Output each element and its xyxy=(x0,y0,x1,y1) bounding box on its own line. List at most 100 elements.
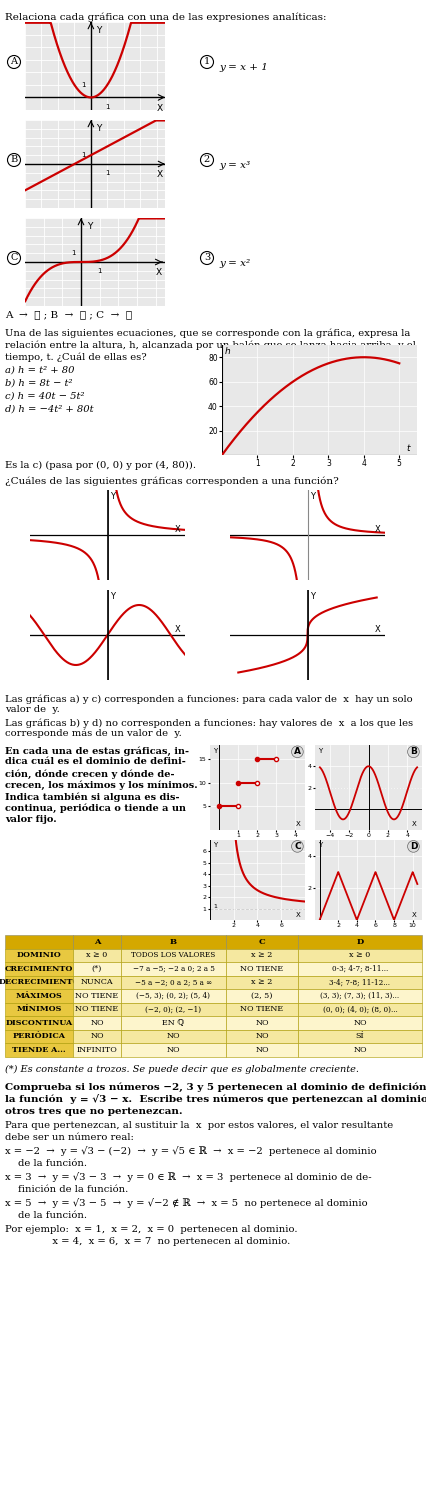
Bar xyxy=(121,1043,225,1057)
Text: ¿Cuáles de las siguientes gráficas corresponden a una función?: ¿Cuáles de las siguientes gráficas corre… xyxy=(5,476,338,485)
Text: DISCONTINUA: DISCONTINUA xyxy=(6,1019,72,1027)
Text: EN ℚ: EN ℚ xyxy=(162,1019,184,1027)
Text: Para que pertenezcan, al sustituir la  x  por estos valores, el valor resultante: Para que pertenezcan, al sustituir la x … xyxy=(5,1120,392,1129)
Text: x = 3  →  y = √3 − 3  →  y = 0 ∈ ℝ  →  x = 3  pertenece al dominio de de-: x = 3 → y = √3 − 3 → y = 0 ∈ ℝ → x = 3 p… xyxy=(5,1172,371,1182)
Text: B: B xyxy=(409,747,416,756)
Text: (0, 0); (4, 0); (8, 0)...: (0, 0); (4, 0); (8, 0)... xyxy=(322,1005,397,1013)
Text: A: A xyxy=(293,747,300,756)
Text: B: B xyxy=(10,156,17,165)
Bar xyxy=(225,975,297,989)
Text: Es la c) (pasa por (0, 0) y por (4, 80)).: Es la c) (pasa por (0, 0) y por (4, 80))… xyxy=(5,461,196,470)
Bar xyxy=(297,1043,421,1057)
Text: d): d) xyxy=(242,593,252,600)
Bar xyxy=(5,934,73,948)
Text: Y: Y xyxy=(86,222,92,231)
Text: x ≥ 0: x ≥ 0 xyxy=(86,951,107,959)
Bar xyxy=(5,962,73,975)
Text: y = x²: y = x² xyxy=(219,259,250,268)
Text: c): c) xyxy=(45,593,55,600)
Bar xyxy=(73,975,121,989)
Text: NO TIENE: NO TIENE xyxy=(240,1005,283,1013)
Text: NO: NO xyxy=(90,1019,104,1027)
Text: PERIÓDICA: PERIÓDICA xyxy=(12,1033,65,1040)
Text: NO TIENE: NO TIENE xyxy=(75,1005,118,1013)
Bar xyxy=(73,934,121,948)
Text: C: C xyxy=(294,842,300,851)
Text: d) h = −4t² + 80t: d) h = −4t² + 80t xyxy=(5,405,93,414)
Bar xyxy=(297,1030,421,1043)
Text: ción, dónde crecen y dónde de-: ción, dónde crecen y dónde de- xyxy=(5,770,174,779)
Bar xyxy=(121,1002,225,1016)
Text: a) h = t² + 80: a) h = t² + 80 xyxy=(5,366,74,375)
Text: Por ejemplo:  x = 1,  x = 2,  x = 0  pertenecen al dominio.: Por ejemplo: x = 1, x = 2, x = 0 pertene… xyxy=(5,1225,297,1234)
Text: NO: NO xyxy=(90,1033,104,1040)
Text: Y: Y xyxy=(109,593,115,602)
Text: En cada una de estas gráficas, in-: En cada una de estas gráficas, in- xyxy=(5,745,189,756)
Text: b) h = 8t − t²: b) h = 8t − t² xyxy=(5,380,72,389)
Text: MÁXIMOS: MÁXIMOS xyxy=(16,992,62,999)
Text: NO: NO xyxy=(352,1019,366,1027)
Text: −5 a −2; 0 a 2; 5 a ∞: −5 a −2; 0 a 2; 5 a ∞ xyxy=(135,978,212,986)
Text: t: t xyxy=(406,443,409,452)
Text: A  →  ④ ; B  →  ① ; C  →  ②: A → ④ ; B → ① ; C → ② xyxy=(5,310,132,319)
Text: X: X xyxy=(156,104,162,112)
Bar xyxy=(225,934,297,948)
Bar xyxy=(225,962,297,975)
Text: NO TIENE: NO TIENE xyxy=(75,992,118,999)
Text: NO TIENE: NO TIENE xyxy=(240,965,283,972)
Text: NUNCA: NUNCA xyxy=(81,978,113,986)
Text: 1: 1 xyxy=(213,904,217,909)
Text: de la función.: de la función. xyxy=(18,1160,87,1169)
Text: DECRECIMIENTO: DECRECIMIENTO xyxy=(0,978,80,986)
Text: TIENDE A...: TIENDE A... xyxy=(12,1046,66,1054)
Text: (2, 5): (2, 5) xyxy=(250,992,272,999)
Bar xyxy=(5,1016,73,1030)
Text: TODOS LOS VALORES: TODOS LOS VALORES xyxy=(131,951,215,959)
Text: h: h xyxy=(225,348,230,357)
Text: X: X xyxy=(156,171,162,178)
Text: 2: 2 xyxy=(203,156,210,165)
Text: INFINITO: INFINITO xyxy=(76,1046,117,1054)
Bar xyxy=(297,948,421,962)
Text: Y: Y xyxy=(212,747,216,753)
Text: y = x + 1: y = x + 1 xyxy=(219,62,267,71)
Text: NO: NO xyxy=(166,1033,180,1040)
Text: X: X xyxy=(295,821,299,827)
Bar xyxy=(5,1030,73,1043)
Text: b): b) xyxy=(242,491,252,500)
Text: a): a) xyxy=(45,491,55,500)
Text: NO: NO xyxy=(255,1046,268,1054)
Text: x = −2  →  y = √3 − (−2)  →  y = √5 ∈ ℝ  →  x = −2  pertenece al dominio: x = −2 → y = √3 − (−2) → y = √5 ∈ ℝ → x … xyxy=(5,1146,376,1157)
Bar xyxy=(297,975,421,989)
Bar xyxy=(121,975,225,989)
Bar xyxy=(297,1016,421,1030)
Text: Y: Y xyxy=(96,124,102,133)
Text: 1: 1 xyxy=(97,268,102,274)
Text: c) h = 40t − 5t²: c) h = 40t − 5t² xyxy=(5,392,84,401)
Text: debe ser un número real:: debe ser un número real: xyxy=(5,1132,134,1142)
Bar xyxy=(225,989,297,1002)
Text: 1: 1 xyxy=(203,57,210,67)
Text: de la función.: de la función. xyxy=(18,1211,87,1220)
Bar xyxy=(121,1016,225,1030)
Text: D: D xyxy=(409,842,416,851)
Text: X: X xyxy=(156,268,162,277)
Bar xyxy=(73,1043,121,1057)
Text: X: X xyxy=(411,912,416,918)
Text: D: D xyxy=(356,937,363,945)
Text: C: C xyxy=(10,254,17,263)
Text: CRECIMIENTO: CRECIMIENTO xyxy=(5,965,73,972)
Text: X: X xyxy=(174,525,180,534)
Text: (*): (*) xyxy=(92,965,102,972)
Text: x ≥ 0: x ≥ 0 xyxy=(348,951,370,959)
Text: (−2, 0); (2, −1): (−2, 0); (2, −1) xyxy=(145,1005,201,1013)
Text: valor fijo.: valor fijo. xyxy=(5,815,57,824)
Text: X: X xyxy=(411,821,416,827)
Text: X: X xyxy=(295,912,299,918)
Text: otros tres que no pertenezcan.: otros tres que no pertenezcan. xyxy=(5,1107,182,1116)
Bar xyxy=(225,1030,297,1043)
Text: Comprueba si los números −2, 3 y 5 pertenecen al dominio de definición de: Comprueba si los números −2, 3 y 5 perte… xyxy=(5,1083,426,1092)
Text: Las gráficas b) y d) no corresponden a funciones: hay valores de  x  a los que l: Las gráficas b) y d) no corresponden a f… xyxy=(5,718,412,727)
Text: y = x³: y = x³ xyxy=(219,160,250,169)
Text: valor de  y.: valor de y. xyxy=(5,705,60,714)
